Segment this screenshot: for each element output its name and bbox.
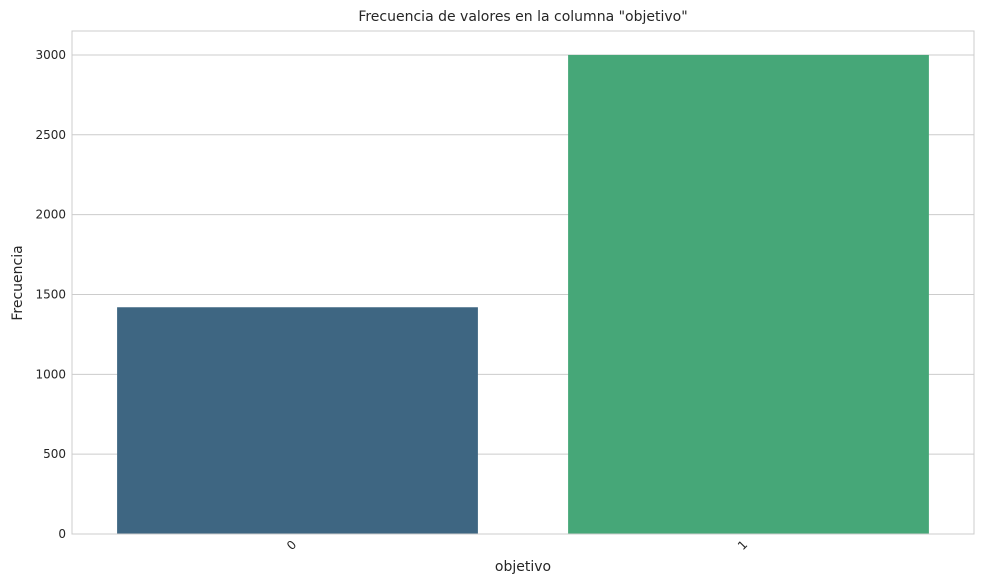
y-tick-labels: 0 500 1000 1500 2000 2500 3000 xyxy=(35,48,66,541)
chart-title: Frecuencia de valores en la columna "obj… xyxy=(358,9,687,25)
bars xyxy=(117,54,929,534)
x-axis-label: objetivo xyxy=(495,559,551,575)
plot-frame xyxy=(71,30,975,535)
y-tick-label: 500 xyxy=(43,447,66,461)
y-tick-label: 1500 xyxy=(35,287,66,301)
y-tick-label: 1000 xyxy=(35,367,66,381)
x-tick-label: 0 xyxy=(284,538,299,553)
y-tick-label: 0 xyxy=(58,527,66,541)
y-tick-label: 3000 xyxy=(35,48,66,62)
y-tick-label: 2500 xyxy=(35,128,66,142)
bar-1 xyxy=(568,54,929,534)
x-tick-label: 1 xyxy=(735,538,750,553)
y-axis-label: Frecuencia xyxy=(10,245,26,320)
y-tick-label: 2000 xyxy=(35,208,66,222)
bar-0 xyxy=(117,307,478,534)
